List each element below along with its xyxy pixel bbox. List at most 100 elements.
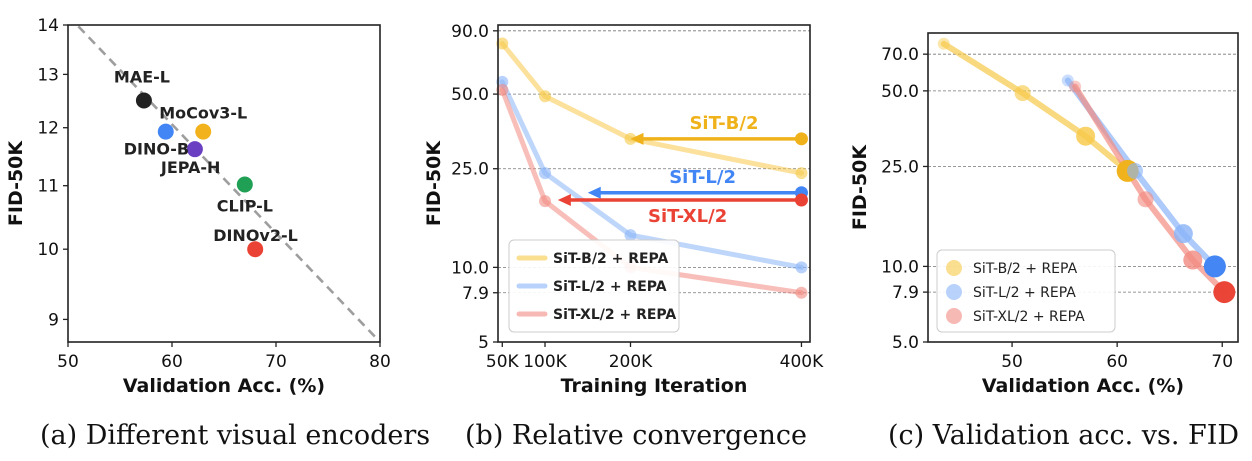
legend-label: SiT-XL/2 + REPA bbox=[553, 307, 676, 323]
y-tick-label: 90.0 bbox=[451, 22, 489, 42]
y-tick-label: 11 bbox=[37, 177, 59, 197]
y-axis-label: FID-50K bbox=[849, 144, 871, 230]
legend-box bbox=[936, 249, 1116, 333]
series-marker bbox=[1203, 255, 1226, 278]
x-tick-label: 50 bbox=[1001, 352, 1023, 372]
y-tick-label: 5 bbox=[478, 333, 489, 353]
point-label: JEPA-H bbox=[160, 158, 221, 177]
caption-c: (c) Validation acc. vs. FID bbox=[888, 420, 1240, 451]
series-line bbox=[1072, 83, 1228, 296]
series-marker bbox=[795, 167, 808, 180]
arrow-endpoint bbox=[794, 132, 808, 146]
trend-line bbox=[75, 25, 380, 342]
y-tick-label: 13 bbox=[37, 65, 59, 85]
panel-b: 5 7.9 10.0 25.0 50.0 90.0 50K 100K 200K 400K SiT-B… bbox=[423, 22, 824, 397]
series-marker bbox=[496, 83, 509, 96]
point-label: DINO-B bbox=[124, 140, 189, 159]
panel-a: 9 10 11 12 13 14 50 60 70 80 MAE-L MoCov3-L DINO-BJE… bbox=[5, 16, 391, 397]
series-marker bbox=[1014, 85, 1031, 102]
series-marker bbox=[539, 167, 552, 180]
y-tick-label: 25.0 bbox=[451, 160, 489, 180]
series-marker bbox=[1127, 162, 1144, 179]
y-tick-label: 10.0 bbox=[451, 258, 489, 278]
series-marker bbox=[795, 286, 808, 299]
caption-b: (b) Relative convergence bbox=[465, 420, 807, 451]
data-point bbox=[195, 123, 212, 140]
series-marker bbox=[1173, 224, 1193, 244]
arrow-label: SiT-L/2 bbox=[669, 167, 736, 188]
x-tick-label: 100K bbox=[523, 352, 567, 372]
data-point bbox=[135, 92, 152, 109]
series-line bbox=[940, 40, 1131, 174]
y-tick-label: 70.0 bbox=[881, 45, 919, 65]
y-tick-label: 10 bbox=[37, 240, 59, 260]
point-label: MAE-L bbox=[114, 68, 170, 87]
plot-frame bbox=[67, 24, 381, 343]
legend-label: SiT-B/2 + REPA bbox=[973, 261, 1078, 277]
y-tick-label: 50.0 bbox=[881, 82, 919, 102]
series-line bbox=[499, 87, 804, 296]
series-marker bbox=[1213, 281, 1236, 304]
point-label: CLIP-L bbox=[217, 196, 273, 215]
point-label: DINOv2-L bbox=[213, 226, 298, 245]
series-marker bbox=[937, 37, 950, 50]
arrow-head bbox=[630, 132, 644, 145]
legend-box bbox=[508, 239, 680, 333]
x-tick-label: 50K bbox=[486, 352, 520, 372]
series-marker bbox=[1061, 74, 1074, 87]
y-tick-label: 14 bbox=[37, 16, 59, 36]
series-marker bbox=[624, 229, 637, 242]
x-tick-label: 80 bbox=[369, 352, 391, 372]
y-tick-label: 5.0 bbox=[892, 333, 919, 353]
plot-frame bbox=[927, 32, 1239, 343]
series-marker bbox=[1076, 126, 1096, 146]
arrow-label: SiT-B/2 bbox=[689, 113, 758, 134]
legend-swatch bbox=[946, 260, 962, 276]
series-marker bbox=[496, 37, 509, 50]
legend-label: SiT-L/2 + REPA bbox=[553, 279, 667, 295]
legend-label: SiT-L/2 + REPA bbox=[973, 285, 1076, 301]
arrow-endpoint bbox=[794, 193, 808, 207]
x-tick-label: 70 bbox=[265, 352, 287, 372]
series-marker bbox=[1069, 80, 1082, 93]
series-line bbox=[499, 41, 804, 176]
series-marker bbox=[1183, 250, 1203, 270]
arrow-head bbox=[587, 186, 601, 199]
caption-a: (a) Different visual encoders bbox=[40, 420, 431, 451]
series-line bbox=[499, 79, 804, 270]
y-tick-label: 50.0 bbox=[451, 85, 489, 105]
y-tick-label: 25.0 bbox=[881, 157, 919, 177]
plot-frame bbox=[497, 24, 811, 343]
x-tick-label: 70 bbox=[1211, 352, 1233, 372]
arrow-head bbox=[557, 193, 571, 206]
legend-swatch bbox=[946, 308, 962, 324]
series-marker bbox=[539, 90, 552, 103]
legend-label: SiT-XL/2 + REPA bbox=[973, 309, 1085, 325]
x-tick-label: 200K bbox=[609, 352, 653, 372]
y-axis-label: FID-50K bbox=[5, 140, 27, 226]
y-tick-label: 7.9 bbox=[462, 284, 489, 304]
series-marker bbox=[795, 261, 808, 274]
x-tick-label: 50 bbox=[57, 352, 79, 372]
point-label: MoCov3-L bbox=[159, 104, 247, 123]
legend-swatch bbox=[946, 284, 962, 300]
data-point bbox=[236, 176, 253, 193]
y-tick-label: 7.9 bbox=[892, 283, 919, 303]
data-point bbox=[157, 123, 174, 140]
x-axis-label: Validation Acc. (%) bbox=[123, 375, 325, 397]
data-point bbox=[186, 141, 203, 158]
x-axis-label: Training Iteration bbox=[561, 375, 748, 397]
y-tick-label: 10.0 bbox=[881, 257, 919, 277]
legend-label: SiT-B/2 + REPA bbox=[553, 251, 669, 267]
panel-c: 5.0 7.9 10.0 25.0 50.0 70.0 50 60 70 SiT-B/2 + RE… bbox=[849, 32, 1239, 397]
y-axis-label: FID-50K bbox=[423, 140, 445, 226]
x-axis-label: Validation Acc. (%) bbox=[982, 375, 1184, 397]
y-tick-label: 9 bbox=[48, 310, 59, 330]
x-tick-label: 60 bbox=[1106, 352, 1128, 372]
arrow-label: SiT-XL/2 bbox=[648, 206, 727, 227]
series-marker bbox=[539, 195, 552, 208]
x-tick-label: 60 bbox=[161, 352, 183, 372]
x-tick-label: 400K bbox=[780, 352, 824, 372]
series-marker bbox=[1137, 191, 1154, 208]
